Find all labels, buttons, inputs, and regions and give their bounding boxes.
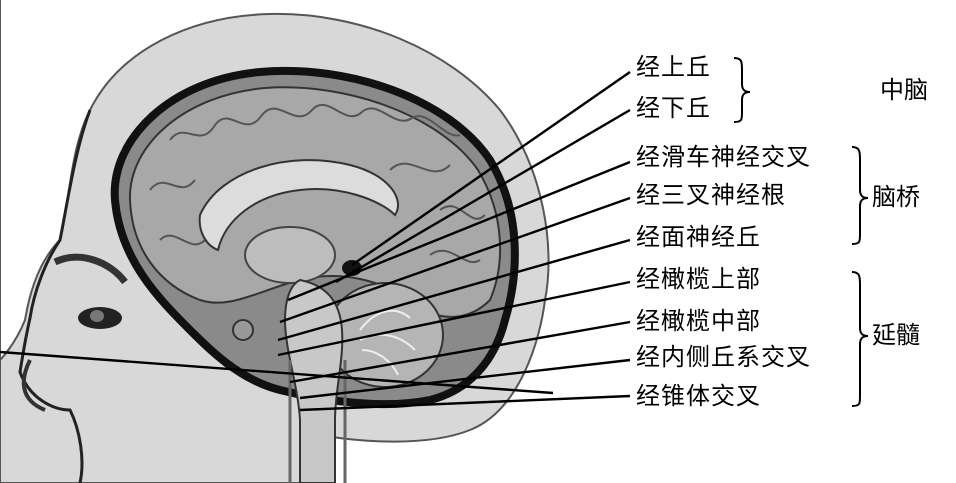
corpus-callosum bbox=[198, 159, 399, 252]
label-olive-upper: 经橄榄上部 bbox=[636, 265, 761, 293]
label-inferior-colliculus: 经下丘 bbox=[636, 94, 711, 122]
gyri-pattern bbox=[149, 103, 486, 263]
label-medial-lemniscus-decussation: 经内侧丘系交叉 bbox=[636, 343, 811, 371]
group-braces bbox=[733, 57, 869, 407]
group-pons: 脑桥 bbox=[872, 183, 920, 211]
cerebrum bbox=[128, 86, 502, 318]
label-pyramidal-decussation: 经锥体交叉 bbox=[636, 382, 761, 410]
label-superior-colliculus: 经上丘 bbox=[636, 53, 711, 81]
brainstem bbox=[283, 278, 344, 483]
group-midbrain: 中脑 bbox=[880, 76, 928, 104]
group-medulla: 延髓 bbox=[872, 321, 920, 349]
spinal-canal bbox=[288, 360, 347, 483]
nose bbox=[21, 359, 46, 412]
face-profile bbox=[18, 109, 92, 483]
label-olive-middle: 经橄榄中部 bbox=[636, 307, 761, 335]
label-trochlear-decussation: 经滑车神经交叉 bbox=[636, 143, 811, 171]
label-facial-colliculus: 经面神经丘 bbox=[636, 223, 761, 251]
eyebrow bbox=[53, 253, 128, 285]
leader-lines bbox=[0, 71, 631, 412]
label-trigeminal-root: 经三叉神经根 bbox=[636, 181, 786, 209]
pituitary bbox=[232, 319, 254, 341]
thalamus bbox=[244, 226, 336, 284]
